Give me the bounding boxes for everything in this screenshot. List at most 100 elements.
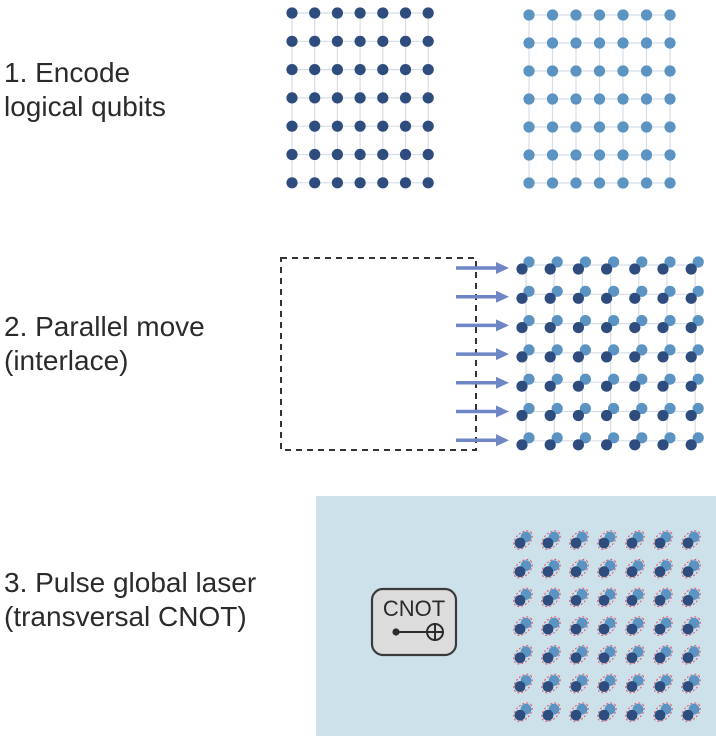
qubit-atom bbox=[570, 121, 582, 133]
qubit-atom bbox=[377, 92, 389, 104]
qubit-atom bbox=[309, 177, 321, 189]
qubit-atom bbox=[354, 120, 366, 132]
move-arrow-head bbox=[496, 319, 509, 332]
qubit-atom-target bbox=[579, 285, 592, 297]
qubit-atom-control bbox=[598, 623, 610, 635]
qubit-atom-control bbox=[570, 595, 582, 606]
qubit-atom bbox=[546, 177, 559, 189]
qubit-atom bbox=[399, 64, 412, 76]
qubit-atom-control bbox=[544, 439, 556, 451]
qubit-atom-control bbox=[682, 623, 694, 635]
qubit-atom-control bbox=[657, 351, 669, 363]
qubit-atom-target bbox=[608, 373, 620, 385]
qubit-atom-control bbox=[654, 537, 666, 549]
qubit-atom bbox=[593, 177, 606, 189]
qubit-atom bbox=[593, 149, 606, 161]
laser-pulse-ring bbox=[681, 616, 701, 636]
vacated-region-outline bbox=[280, 257, 477, 451]
laser-pulse-ring bbox=[653, 616, 673, 636]
qubit-atom-control bbox=[514, 595, 526, 606]
qubit-atom-control bbox=[685, 380, 697, 392]
qubit-atom bbox=[570, 37, 582, 49]
qubit-atom-control bbox=[657, 322, 669, 334]
qubit-atom bbox=[422, 35, 434, 47]
qubit-atom bbox=[570, 9, 582, 21]
qubit-atom-control bbox=[544, 380, 556, 392]
qubit-atom-control bbox=[572, 292, 585, 304]
qubit-atom bbox=[422, 64, 434, 76]
qubit-atom-target bbox=[636, 315, 648, 327]
qubit-atom-control bbox=[516, 409, 528, 422]
qubit-atom bbox=[523, 149, 535, 161]
qubit-atom bbox=[309, 148, 321, 161]
qubit-atom bbox=[331, 92, 343, 104]
qubit-atom-target bbox=[636, 432, 648, 444]
qubit-atom-control bbox=[657, 263, 669, 275]
qubit-atom-target bbox=[551, 432, 563, 444]
step-3-label: 3. Pulse global laser (transversal CNOT) bbox=[4, 566, 256, 634]
qubit-atom-control bbox=[654, 595, 666, 606]
qubit-atom bbox=[377, 7, 389, 19]
laser-pulse-ring bbox=[541, 587, 561, 608]
step-3-title: 3. Pulse global laser bbox=[4, 567, 257, 598]
laser-pulse-ring bbox=[541, 645, 561, 665]
qubit-atom bbox=[640, 9, 653, 21]
qubit-atom-target bbox=[636, 285, 648, 297]
qubit-atom-target bbox=[664, 256, 676, 268]
qubit-atom bbox=[617, 93, 629, 105]
qubit-atom-control bbox=[598, 566, 610, 578]
laser-pulse-ring bbox=[653, 587, 673, 608]
qubit-atom-control bbox=[601, 322, 613, 334]
qubit-atom bbox=[593, 65, 606, 77]
step-2-label: 2. Parallel move (interlace) bbox=[4, 310, 205, 378]
qubit-atom-control bbox=[626, 566, 638, 578]
laser-pulse-ring bbox=[681, 587, 701, 608]
qubit-atom-control bbox=[544, 409, 556, 422]
qubit-atom bbox=[377, 177, 389, 189]
qubit-atom-target bbox=[692, 344, 704, 356]
qubit-atom-control bbox=[657, 292, 669, 304]
qubit-atom bbox=[309, 92, 321, 104]
qubit-atom bbox=[377, 64, 389, 76]
laser-pulse-ring bbox=[681, 645, 701, 665]
step-2-interlaced-array bbox=[516, 256, 704, 451]
qubit-atom-control bbox=[626, 681, 638, 692]
parallel-move-arrows bbox=[456, 262, 509, 447]
qubit-atom-control bbox=[654, 623, 666, 635]
laser-pulse-ring bbox=[513, 673, 533, 694]
qubit-atom bbox=[664, 177, 676, 189]
step-3-pulsed-array bbox=[513, 530, 701, 722]
qubit-atom-control bbox=[601, 292, 613, 304]
qubit-atom-control bbox=[626, 652, 638, 664]
qubit-atom bbox=[286, 64, 298, 76]
qubit-atom bbox=[546, 9, 559, 21]
qubit-atom-control bbox=[514, 623, 526, 635]
qubit-atom bbox=[546, 93, 559, 105]
qubit-atom bbox=[523, 121, 535, 133]
qubit-atom bbox=[570, 149, 582, 161]
qubit-atom-control bbox=[654, 652, 666, 664]
laser-pulse-ring bbox=[625, 673, 645, 694]
laser-pulse-ring bbox=[541, 530, 561, 550]
qubit-atom bbox=[309, 64, 321, 76]
qubit-atom-control bbox=[682, 595, 694, 606]
qubit-atom-target bbox=[551, 402, 563, 415]
qubit-atom-target bbox=[579, 256, 592, 268]
qubit-atom-target bbox=[523, 256, 535, 268]
cnot-symbol-icon bbox=[392, 623, 444, 641]
qubit-atom-target bbox=[551, 373, 563, 385]
qubit-atom bbox=[617, 121, 629, 133]
qubit-atom-target bbox=[664, 344, 676, 356]
qubit-atom bbox=[422, 148, 434, 161]
qubit-atom-control bbox=[572, 351, 585, 363]
qubit-atom bbox=[523, 93, 535, 105]
qubit-atom-target bbox=[608, 315, 620, 327]
qubit-atom-control bbox=[629, 439, 641, 451]
qubit-atom bbox=[422, 177, 434, 189]
qubit-atom bbox=[377, 148, 389, 161]
qubit-atom bbox=[399, 177, 412, 189]
laser-pulse-ring bbox=[541, 558, 561, 579]
qubit-atom-target bbox=[523, 373, 535, 385]
qubit-atom bbox=[617, 37, 629, 49]
qubit-atom-control bbox=[657, 439, 669, 451]
